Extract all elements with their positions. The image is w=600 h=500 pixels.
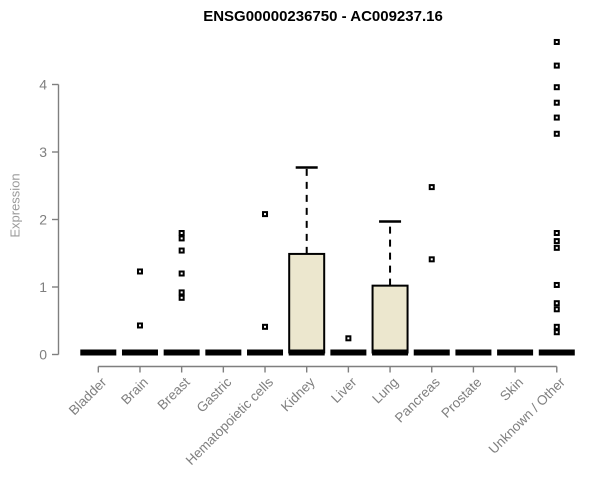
outlier-point-core bbox=[555, 232, 558, 234]
median-line bbox=[413, 349, 450, 356]
median-line bbox=[497, 349, 534, 356]
y-axis-label: Expression bbox=[7, 173, 23, 238]
box-lung bbox=[371, 284, 409, 354]
outlier-point-core bbox=[555, 308, 558, 311]
y-tick-label: 1 bbox=[39, 279, 47, 295]
median-line bbox=[80, 349, 117, 356]
y-tick-label: 3 bbox=[39, 144, 47, 160]
outlier-point-core bbox=[347, 337, 350, 340]
outlier-point-core bbox=[180, 232, 183, 234]
outlier-point-core bbox=[138, 270, 141, 273]
outlier-point-core bbox=[264, 213, 267, 216]
outlier-point-core bbox=[180, 291, 183, 294]
outlier-point-core bbox=[430, 186, 433, 189]
outlier-point-core bbox=[555, 240, 558, 243]
median-line bbox=[205, 349, 242, 356]
y-tick-label: 2 bbox=[39, 212, 47, 228]
median-line bbox=[247, 349, 284, 356]
x-tick-label: Unknown / Other bbox=[486, 374, 569, 457]
x-tick-label: Liver bbox=[328, 374, 360, 406]
y-tick-label: 0 bbox=[39, 347, 47, 363]
outlier-point-core bbox=[180, 296, 183, 299]
median-line bbox=[288, 349, 325, 356]
outlier-point-core bbox=[180, 237, 183, 240]
x-tick-label: Pancreas bbox=[392, 374, 443, 425]
outlier-point-core bbox=[555, 64, 558, 67]
y-tick-label: 4 bbox=[39, 77, 47, 93]
outlier-point-core bbox=[430, 258, 433, 261]
median-line bbox=[121, 349, 158, 356]
outlier-point-core bbox=[555, 40, 558, 43]
median-line bbox=[372, 349, 409, 356]
x-tick-label: Brain bbox=[118, 375, 151, 408]
median-line bbox=[455, 349, 492, 356]
outlier-point-core bbox=[555, 325, 558, 328]
x-tick-label: Bladder bbox=[66, 374, 110, 418]
outlier-point-core bbox=[555, 246, 558, 249]
x-tick-label: Skin bbox=[497, 375, 526, 404]
outlier-point-core bbox=[555, 86, 558, 89]
chart-title: ENSG00000236750 - AC009237.16 bbox=[203, 8, 443, 25]
x-tick-label: Breast bbox=[155, 374, 193, 412]
outlier-point-core bbox=[180, 272, 183, 275]
outlier-point-core bbox=[555, 132, 558, 135]
box-kidney bbox=[288, 252, 326, 354]
outlier-point-core bbox=[138, 324, 141, 327]
x-tick-label: Prostate bbox=[438, 375, 484, 421]
outlier-point-core bbox=[555, 283, 558, 286]
outlier-point-core bbox=[555, 331, 558, 334]
x-tick-label: Gastric bbox=[194, 374, 235, 415]
x-tick-label: Lung bbox=[369, 375, 401, 407]
x-tick-label: Kidney bbox=[278, 374, 318, 414]
median-line bbox=[330, 349, 367, 356]
outlier-point-core bbox=[555, 116, 558, 119]
outlier-point-core bbox=[180, 249, 183, 252]
median-line bbox=[163, 349, 200, 356]
outlier-point-core bbox=[555, 302, 558, 305]
outlier-point-core bbox=[555, 101, 558, 104]
median-line bbox=[538, 349, 575, 356]
outlier-point-core bbox=[264, 325, 267, 328]
